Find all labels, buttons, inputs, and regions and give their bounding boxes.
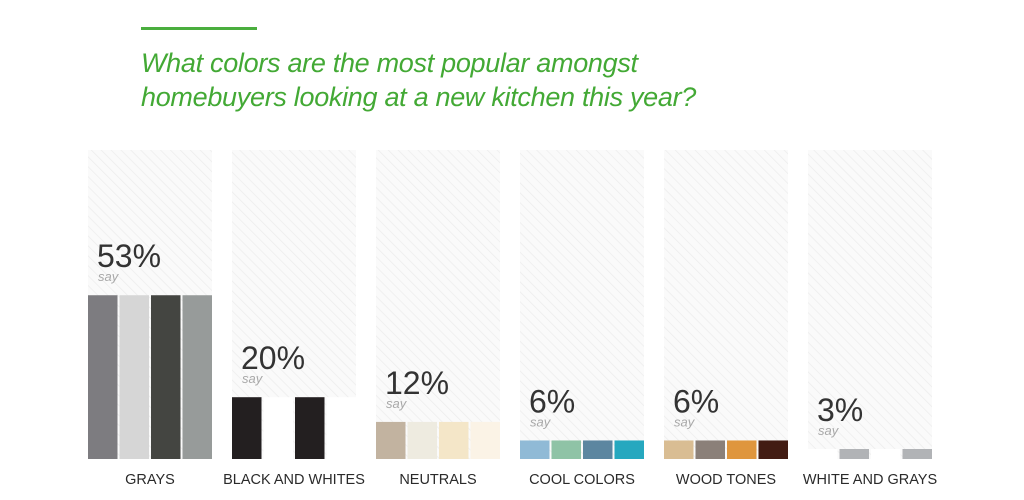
bar-swatch (326, 397, 356, 459)
chart-title-line-2: homebuyers looking at a new kitchen this… (141, 82, 697, 112)
category-label: WHITE AND GRAYS (803, 472, 937, 488)
category-label: WOOD TONES (676, 472, 776, 488)
bar-group: 12%say NEUTRALS (376, 150, 500, 488)
bar-say-label: say (818, 423, 840, 438)
bar-value-label: 3% (817, 392, 863, 428)
title-accent-line (141, 27, 257, 30)
bar-swatch (407, 421, 437, 459)
bar-swatch (902, 449, 932, 459)
bar-swatch (808, 449, 838, 459)
bar-swatch (439, 421, 469, 459)
bar-value-label: 12% (385, 365, 449, 401)
category-label: COOL COLORS (529, 472, 635, 488)
bar-swatch (151, 295, 181, 459)
bar-swatch (664, 440, 694, 459)
bar-background (808, 150, 932, 459)
bar-swatch (470, 421, 500, 459)
bar-swatch (614, 440, 644, 459)
bar-swatch (295, 397, 325, 459)
chart-title: What colors are the most popular amongst… (141, 46, 841, 114)
bar-group: 6%say COOL COLORS (520, 150, 644, 488)
bar-swatch (583, 440, 613, 459)
bar-swatch (727, 440, 757, 459)
bar-background (520, 150, 644, 459)
bar-say-label: say (242, 371, 264, 386)
bar-value-label: 6% (529, 383, 575, 419)
bar-swatch (871, 449, 901, 459)
bar-say-label: say (674, 414, 696, 429)
bar-group: 6%say WOOD TONES (664, 150, 788, 488)
bar-background (376, 150, 500, 459)
category-label: GRAYS (125, 472, 175, 488)
bar-swatch (88, 295, 118, 459)
category-label: BLACK AND WHITES (223, 472, 365, 488)
bar-swatch (520, 440, 550, 459)
bar-group: 53%say GRAYS (88, 150, 212, 488)
bar-swatch (839, 449, 869, 459)
bar-swatch (263, 397, 293, 459)
bar-value-label: 20% (241, 340, 305, 376)
bar-say-label: say (98, 269, 120, 284)
category-label: NEUTRALS (399, 472, 476, 488)
bar-swatch (119, 295, 149, 459)
bar-swatch (695, 440, 725, 459)
bar-say-label: say (530, 414, 552, 429)
bar-swatch (376, 421, 406, 459)
bar-swatch (182, 295, 212, 459)
bar-value-label: 6% (673, 383, 719, 419)
bar-background (664, 150, 788, 459)
bar-say-label: say (386, 396, 408, 411)
chart-title-line-1: What colors are the most popular amongst (141, 48, 638, 78)
bar-swatch (551, 440, 581, 459)
bar-group: 3%say WHITE AND GRAYS (803, 150, 937, 488)
bar-value-label: 53% (97, 238, 161, 274)
bar-swatch (758, 440, 788, 459)
bar-group: 20%say BLACK AND WHITES (223, 150, 365, 488)
bar-swatch (232, 397, 262, 459)
